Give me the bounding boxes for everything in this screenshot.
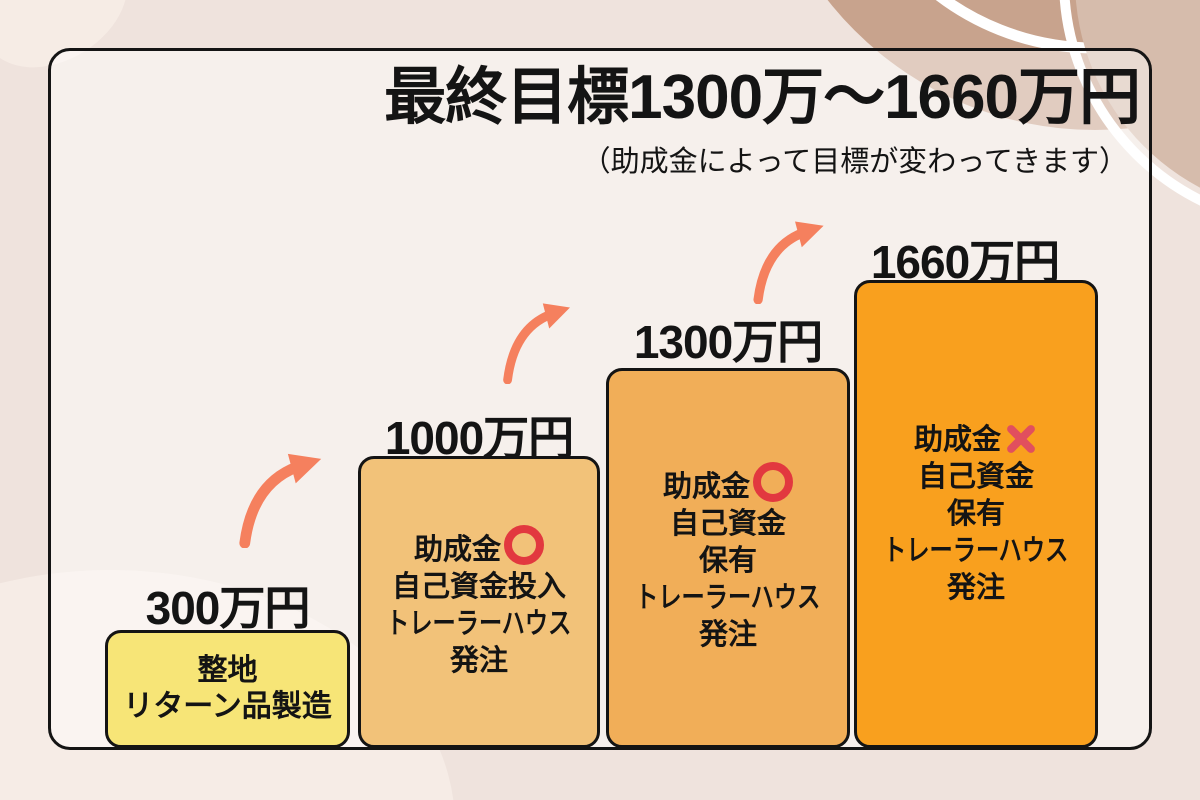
step3-line-2: 自己資金: [669, 508, 786, 540]
step4-box: 助成金 自己資金 保有 トレーラーハウス 発注: [854, 280, 1098, 748]
curved-arrow-icon: [503, 303, 570, 384]
step4-line-2: 自己資金: [917, 460, 1034, 493]
curved-arrow-icon: [753, 221, 824, 304]
step4-line-5: 発注: [946, 571, 1005, 604]
step3-subsidy-text: 助成金: [662, 471, 750, 503]
step2-line-4: 発注: [449, 644, 508, 677]
step1-amount-label: 300万円: [145, 582, 311, 634]
step3-line-5: 発注: [698, 619, 757, 651]
step4-line-4: トレーラーハウス: [883, 534, 1069, 567]
step2-subsidy-text: 助成金: [413, 533, 501, 566]
step4-line-3: 保有: [946, 497, 1005, 530]
step2-line-2: 自己資金投入: [391, 570, 566, 603]
step3-line-1: 助成金: [663, 462, 793, 506]
step4-line-1: 助成金: [914, 422, 1038, 459]
step4-subsidy-text: 助成金: [913, 423, 1001, 456]
subsidy-yes-circle-icon: [504, 524, 544, 565]
step3-amount-label: 1300万円: [633, 316, 823, 368]
step2-amount-label: 1000万円: [384, 412, 574, 464]
step2-line-3: トレーラーハウス: [386, 607, 572, 640]
step4-amount-label: 1660万円: [870, 236, 1060, 288]
step1-line-1: 整地: [197, 654, 258, 687]
subsidy-yes-circle-icon: [753, 462, 793, 502]
step1-box: 整地 リターン品製造: [105, 630, 350, 748]
step1-line-2: リターン品製造: [123, 690, 332, 723]
curved-arrow-icon: [239, 453, 322, 548]
page-subtitle: （助成金によって目標が変わってきます）: [581, 146, 1128, 178]
subsidy-no-cross-icon: [1004, 422, 1038, 455]
page-title: 最終目標1300万〜1660万円: [384, 63, 1141, 132]
step3-line-4: トレーラーハウス: [635, 582, 821, 614]
step3-box: 助成金 自己資金 保有 トレーラーハウス 発注: [606, 368, 850, 748]
step2-line-1: 助成金: [413, 524, 544, 569]
step2-box: 助成金 自己資金投入 トレーラーハウス 発注: [358, 456, 600, 748]
step3-line-3: 保有: [698, 545, 757, 577]
